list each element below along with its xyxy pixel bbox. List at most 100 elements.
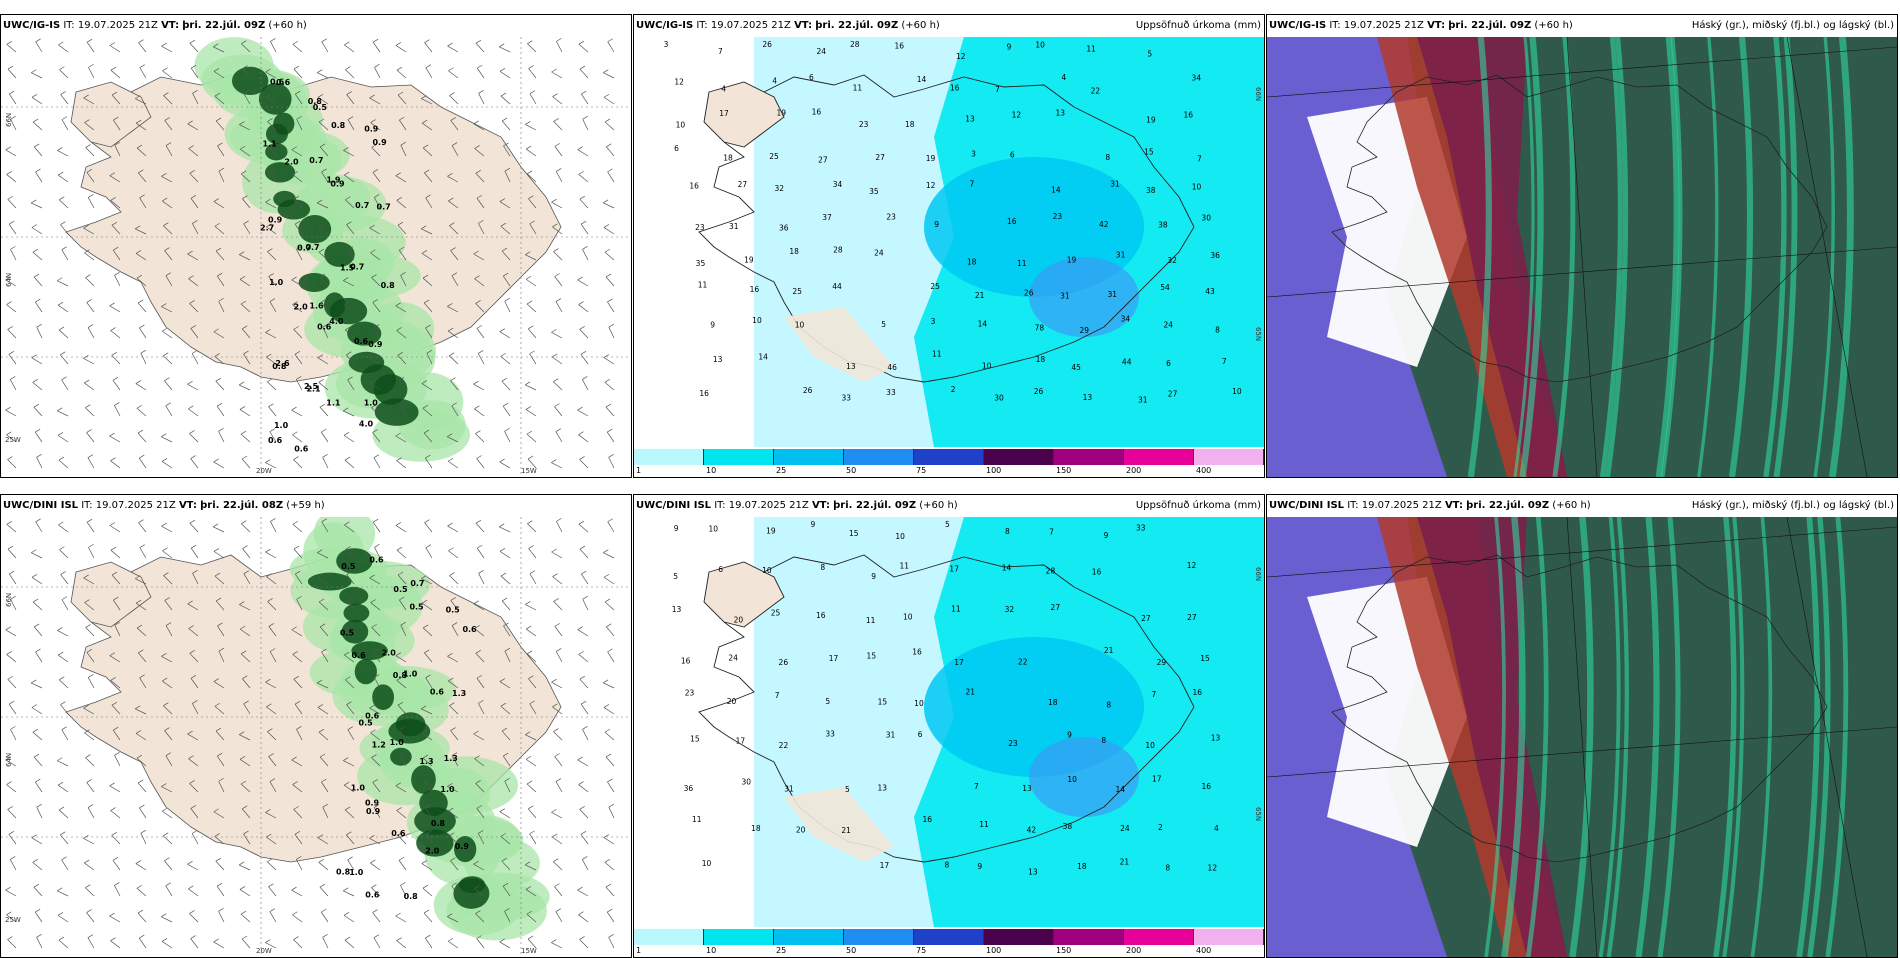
wind-barb [32, 251, 43, 261]
wind-barb [526, 783, 537, 793]
wind-barb [292, 434, 303, 443]
wind-barb [607, 171, 615, 183]
wind-barb-flag [215, 247, 222, 252]
wind-barb-flag [31, 224, 38, 228]
wind-barb-flag [400, 751, 406, 756]
precip-amount-label: 22 [1091, 86, 1101, 95]
wind-barb [604, 731, 615, 741]
wind-barb-flag [504, 908, 510, 912]
wind-barb [31, 97, 43, 105]
wind-barb [426, 352, 433, 365]
wind-barb [86, 782, 95, 793]
wind-barb-flag [36, 323, 42, 328]
wind-barb-flag [322, 803, 328, 808]
wind-barb [501, 730, 511, 741]
wind-barb-flag [190, 674, 197, 679]
wind-barb [423, 782, 433, 793]
wind-barb-flag [267, 248, 273, 252]
wind-barb-flag [580, 350, 587, 355]
wind-barb-flag [292, 781, 298, 785]
wind-barb [243, 573, 251, 585]
wind-barb [112, 860, 121, 871]
wind-barb [242, 68, 251, 79]
map-area: 9 10 19 9 15 10 5 8 7 9 33 12 5 6 10 8 9 11 17 14 28 16 27 27 13… [634, 517, 1264, 927]
wind-barb-flag [343, 407, 349, 412]
wind-barb-flag [582, 726, 588, 730]
wind-barb-flag [243, 90, 250, 94]
precip-amount-label: 20 [796, 826, 806, 835]
wind-barb [243, 703, 251, 715]
wind-barb-flag [395, 432, 401, 437]
wind-barb-flag [213, 198, 220, 202]
wind-barb-flag [269, 908, 275, 913]
wind-barb-flag [551, 809, 557, 813]
wind-barb [607, 301, 615, 313]
wind-barb [475, 522, 485, 533]
wind-barb-flag [374, 194, 380, 198]
wind-barb-flag [192, 570, 198, 574]
wind-barb-flag [556, 168, 562, 172]
precip-value-label: 0.5 [446, 606, 461, 615]
wind-barb-flag [165, 402, 171, 407]
wind-barb [396, 810, 407, 819]
wind-barb [503, 625, 511, 637]
wind-barb [294, 834, 303, 845]
precip-value-label: 1.0 [269, 278, 284, 287]
wind-barb [135, 122, 147, 131]
wind-barb-flag [448, 547, 454, 552]
wind-barb-flag [61, 376, 67, 381]
precip-value-label: 1.1 [326, 399, 341, 408]
precip-amount-label: 21 [975, 291, 985, 300]
wind-barb-flag [136, 404, 143, 409]
wind-barb-flag [60, 701, 66, 705]
wind-barb [84, 602, 95, 611]
wind-barb-flag [578, 301, 584, 305]
wind-barb-flag [188, 755, 194, 759]
precip-amount-label: 29 [1079, 326, 1089, 335]
precip-core [416, 829, 454, 857]
wind-barb-flag [161, 303, 167, 307]
wind-barb [83, 358, 95, 365]
wind-barb [214, 95, 225, 105]
wind-barb [267, 601, 277, 611]
wind-barb [296, 119, 303, 131]
cloud-streak [1657, 517, 1681, 957]
wind-barb-flag [555, 428, 562, 432]
wind-barb [6, 304, 17, 313]
wind-barb [424, 457, 433, 469]
precip-amount-label: 11 [1017, 259, 1027, 268]
precip-amount-label: 21 [841, 826, 851, 835]
wind-barb-flag [322, 323, 328, 328]
precip-value-label: 0.6 [317, 322, 332, 331]
wind-barb [32, 382, 43, 391]
wind-barb-flag [32, 598, 39, 603]
wind-barb [135, 253, 147, 261]
wind-barb [425, 67, 433, 79]
wind-barb [110, 680, 121, 689]
wind-barb [373, 807, 381, 819]
wind-barb-flag [448, 197, 454, 202]
wind-barb-flag [608, 933, 614, 938]
wind-barb-flag [526, 300, 533, 305]
wind-barb [425, 807, 433, 819]
precip-core [324, 241, 355, 267]
wind-barb [396, 680, 407, 689]
wind-barb [296, 249, 303, 261]
wind-barb-flag [423, 299, 430, 304]
wind-barb-flag [33, 403, 40, 408]
wind-barb [526, 433, 537, 443]
wind-barb-flag [86, 299, 92, 303]
wind-barb-flag [137, 779, 144, 784]
colorbar-tick-label: 1 [636, 946, 642, 955]
wind-barb [111, 94, 121, 105]
colorbar-tick-label: 400 [1196, 946, 1212, 955]
precip-amount-label: 5 [673, 572, 678, 581]
wind-barb [579, 198, 589, 209]
wind-barb [265, 942, 277, 949]
wind-barb-flag [111, 352, 117, 356]
wind-barb-flag [478, 350, 484, 354]
wind-barb-flag [188, 275, 194, 279]
precip-core [336, 548, 373, 574]
wind-barb-flag [83, 224, 89, 229]
wind-barb-flag [317, 573, 324, 578]
